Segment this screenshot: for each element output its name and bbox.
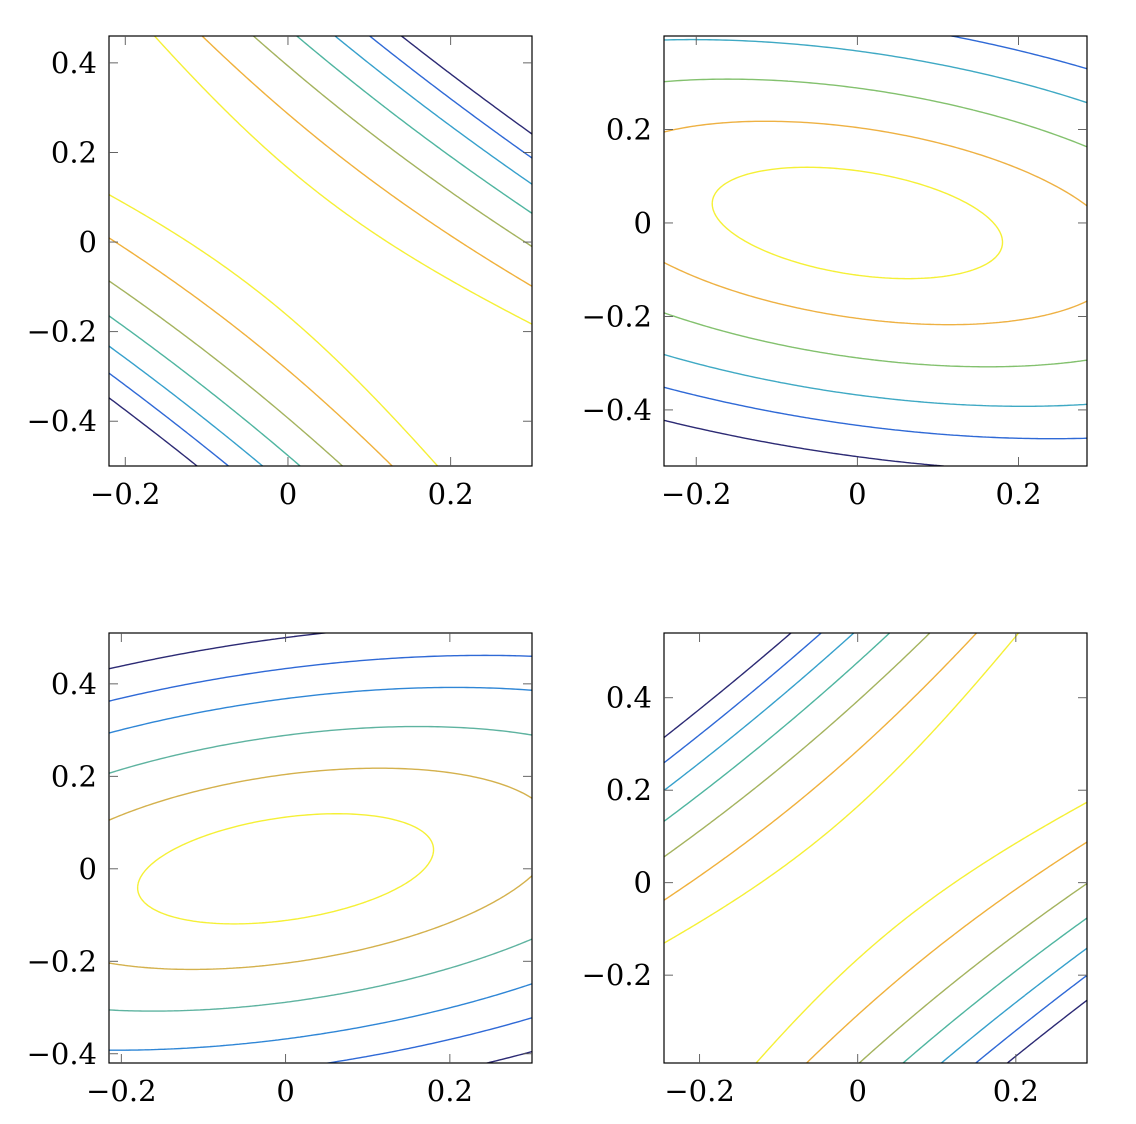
y-tick-label: 0.2 [51,759,97,793]
y-tick-label: 0.4 [51,46,97,80]
y-tick-label: 0 [634,866,652,900]
plot-frame [108,35,533,467]
contour-level-5 [664,36,1087,440]
contour-level-2 [109,767,532,971]
y-tick-label: 0 [79,225,97,259]
x-tick-label: 0.2 [427,1074,473,1108]
y-tick-label: 0.2 [606,773,652,807]
plot-frame [108,632,533,1064]
contour-level-7 [109,36,532,466]
contour-level-2 [664,120,1087,326]
y-tick-label: −0.2 [27,944,97,978]
contour-level-1 [136,813,435,925]
y-tick-label: −0.2 [27,315,97,349]
plot-frame [663,35,1088,467]
contour-panel-4: −0.2 0 0.2 −0.2 0 0.2 0.4 [582,632,1088,1108]
contour-level-1 [109,36,532,466]
contour-level-6 [109,633,532,1063]
y-tick-label: 0.2 [51,135,97,169]
y-tick-label: −0.4 [27,1037,97,1071]
contour-level-6 [664,419,952,466]
y-tick-label: −0.2 [582,299,652,333]
contour-level-3 [664,633,1087,1063]
x-tick-label: −0.2 [86,1074,156,1108]
contour-level-7 [664,633,1087,1063]
x-tick-label: −0.2 [90,477,160,511]
x-tick-label: 0 [276,1074,294,1108]
x-tick-label: −0.2 [661,477,731,511]
x-tick-label: 0.2 [428,477,474,511]
contour-level-5 [109,654,532,1063]
plot-frame [663,632,1088,1064]
y-tick-label: 0.2 [606,112,652,146]
contour-level-3 [664,78,1087,368]
contour-level-6 [109,36,532,466]
contour-level-4 [664,38,1087,407]
contour-panel-3: −0.2 0 0.2−0.4−0.200.20.4 [27,632,533,1108]
contour-panel-2: −0.2 0 0.2 −0.4 −0.2 0 0.2 [582,35,1088,511]
contour-level-1 [664,633,1087,1063]
contour-lines [109,36,532,466]
contour-level-3 [109,36,532,466]
x-tick-label: 0 [848,1074,866,1108]
y-tick-label: −0.4 [27,404,97,438]
contour-panel-1: −0.2 0 0.2 −0.4 −0.2 0 0.2 0.4 [27,35,533,511]
contour-level-3 [109,725,532,1012]
contour-lines [109,633,532,1063]
y-tick-label: −0.2 [582,958,652,992]
contour-level-5 [664,633,1087,1063]
x-tick-label: −0.2 [664,1074,734,1108]
x-tick-label: 0 [848,477,866,511]
contour-level-2 [109,36,532,466]
contour-lines [664,633,1087,1063]
x-tick-label: 0.2 [995,477,1041,511]
y-tick-label: 0.4 [606,681,652,715]
y-tick-label: 0 [634,206,652,240]
x-tick-label: 0 [279,477,297,511]
contour-level-4 [664,633,1087,1063]
contour-level-6 [664,633,1087,1063]
y-tick-label: 0 [79,852,97,886]
y-tick-label: 0.4 [51,667,97,701]
y-tick-label: −0.4 [582,393,652,427]
contour-lines [664,36,1087,466]
contour-level-4 [109,686,532,1051]
x-tick-label: 0.2 [993,1074,1039,1108]
contour-level-1 [711,166,1004,280]
contour-level-5 [109,36,532,466]
contour-level-2 [664,633,1087,1063]
contour-level-4 [109,36,532,466]
